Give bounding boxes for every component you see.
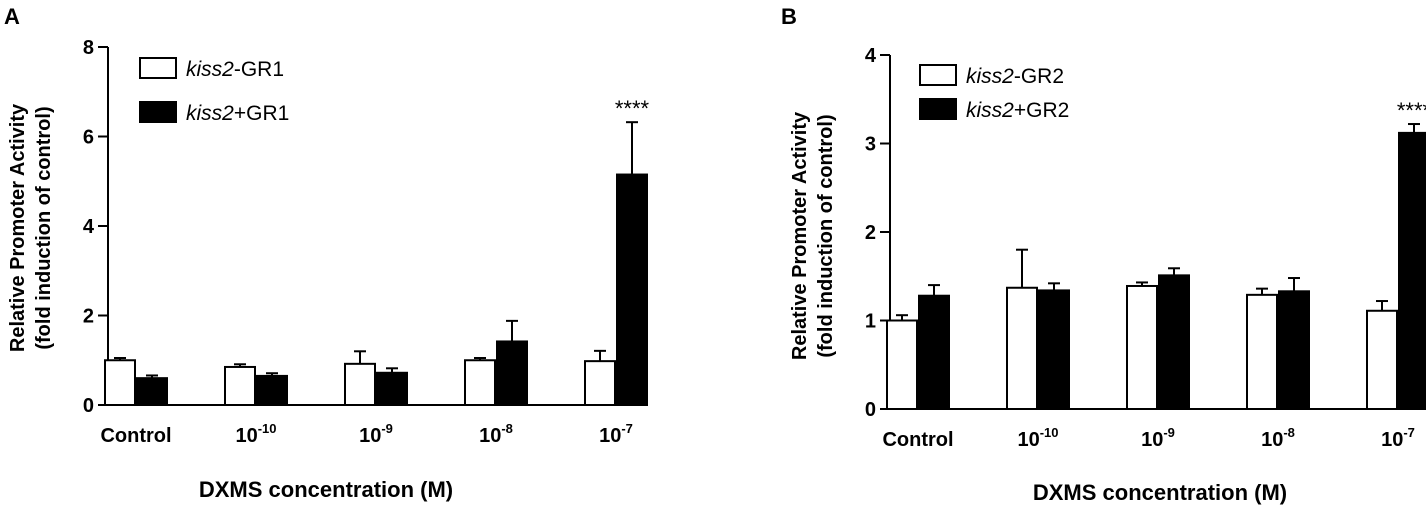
category-label-exponent: -7 bbox=[621, 421, 633, 436]
category-label-base: Control bbox=[882, 429, 953, 451]
legend-rest-part: -GR2 bbox=[1014, 65, 1064, 88]
bar bbox=[376, 371, 408, 406]
significance-marker: **** bbox=[1397, 98, 1426, 123]
bar bbox=[344, 362, 376, 406]
category-label-base: 10 bbox=[1017, 429, 1039, 451]
panel-b-category-label: 10-9 bbox=[1141, 425, 1175, 451]
category-label-base: 10 bbox=[1141, 429, 1163, 451]
bar bbox=[1366, 309, 1398, 411]
category-label-exponent: -9 bbox=[1163, 425, 1175, 440]
category-label-exponent: -7 bbox=[1403, 425, 1415, 440]
category-label-base: 10 bbox=[599, 425, 621, 447]
legend-entry: kiss2+GR2 bbox=[966, 99, 1069, 122]
bar bbox=[918, 294, 950, 410]
legend-entry: kiss2-GR1 bbox=[186, 58, 284, 81]
bar bbox=[1158, 274, 1190, 410]
legend-swatch bbox=[139, 101, 177, 123]
category-label-exponent: -10 bbox=[258, 421, 277, 436]
legend-swatch bbox=[139, 57, 177, 79]
panel-a-ylabel-line2: (fold induction of control) bbox=[33, 106, 55, 349]
panel-a-ytick-label: 0 bbox=[83, 395, 94, 417]
significance-marker: **** bbox=[615, 96, 650, 121]
bar bbox=[464, 359, 496, 406]
legend-entry: kiss2-GR2 bbox=[966, 65, 1064, 88]
panel-b-ytick-label: 1 bbox=[865, 311, 876, 333]
panel-a-letter: A bbox=[4, 4, 20, 29]
category-label-exponent: -8 bbox=[1283, 425, 1295, 440]
legend-italic-part: kiss2 bbox=[966, 65, 1014, 88]
panel-a-category-label: 10-10 bbox=[235, 421, 276, 447]
panel-b-category-label: 10-8 bbox=[1261, 425, 1295, 451]
panel-b-ytick-label: 3 bbox=[865, 134, 876, 156]
bar bbox=[136, 377, 168, 406]
panel-b-ytick-label: 2 bbox=[865, 222, 876, 244]
panel-b-ytick-label: 4 bbox=[865, 45, 877, 67]
legend-rest-part: +GR2 bbox=[1014, 99, 1069, 122]
category-label-exponent: -9 bbox=[381, 421, 393, 436]
bar bbox=[1038, 289, 1070, 410]
panel-b-category-label: Control bbox=[882, 429, 953, 451]
panel-a-category-label: Control bbox=[100, 425, 171, 447]
panel-a-xlabel: DXMS concentration (M) bbox=[199, 477, 453, 502]
panel-a-category-label: 10-7 bbox=[599, 421, 633, 447]
panel-a: A Relative Promoter Activity (fold induc… bbox=[4, 4, 650, 502]
bar bbox=[104, 359, 136, 406]
panel-a-ytick-label: 8 bbox=[83, 37, 94, 59]
legend-rest-part: +GR1 bbox=[234, 102, 289, 125]
bar bbox=[224, 365, 256, 406]
bar bbox=[1246, 293, 1278, 410]
panel-b-xlabel: DXMS concentration (M) bbox=[1033, 480, 1287, 505]
bar bbox=[1398, 131, 1426, 410]
legend-italic-part: kiss2 bbox=[186, 102, 234, 125]
panel-b-category-label: 10-7 bbox=[1381, 425, 1415, 451]
category-label-base: 10 bbox=[1261, 429, 1283, 451]
panel-b-category-label: 10-10 bbox=[1017, 425, 1058, 451]
panel-a-ytick-label: 2 bbox=[83, 306, 94, 328]
category-label-exponent: -10 bbox=[1040, 425, 1059, 440]
category-label-base: 10 bbox=[359, 425, 381, 447]
panel-b-ytick-label: 0 bbox=[865, 399, 876, 421]
category-label-base: Control bbox=[100, 425, 171, 447]
bar bbox=[1278, 290, 1310, 411]
bar bbox=[1006, 286, 1038, 411]
category-label-base: 10 bbox=[479, 425, 501, 447]
bar bbox=[584, 360, 616, 406]
panel-b: B Relative Promoter Activity (fold induc… bbox=[781, 4, 1426, 505]
bar bbox=[1126, 284, 1158, 410]
panel-a-category-label: 10-8 bbox=[479, 421, 513, 447]
category-label-base: 10 bbox=[1381, 429, 1403, 451]
bar bbox=[886, 319, 918, 410]
category-label-exponent: -8 bbox=[501, 421, 513, 436]
legend-italic-part: kiss2 bbox=[966, 99, 1014, 122]
legend-entry: kiss2+GR1 bbox=[186, 102, 289, 125]
panel-a-ylabel-line1: Relative Promoter Activity bbox=[7, 103, 29, 352]
panel-a-category-label: 10-9 bbox=[359, 421, 393, 447]
bar bbox=[496, 340, 528, 406]
bar bbox=[256, 374, 288, 407]
legend-italic-part: kiss2 bbox=[186, 58, 234, 81]
panel-b-letter: B bbox=[781, 4, 797, 29]
panel-a-ytick-label: 6 bbox=[83, 127, 94, 149]
category-label-base: 10 bbox=[235, 425, 257, 447]
legend-rest-part: -GR1 bbox=[234, 58, 284, 81]
panel-b-ylabel-line2: (fold induction of control) bbox=[815, 114, 837, 357]
panel-b-ylabel-line1: Relative Promoter Activity bbox=[789, 111, 811, 360]
legend-swatch bbox=[919, 64, 957, 86]
bar bbox=[616, 173, 648, 406]
panel-a-ytick-label: 4 bbox=[83, 216, 95, 238]
legend-swatch bbox=[919, 98, 957, 120]
